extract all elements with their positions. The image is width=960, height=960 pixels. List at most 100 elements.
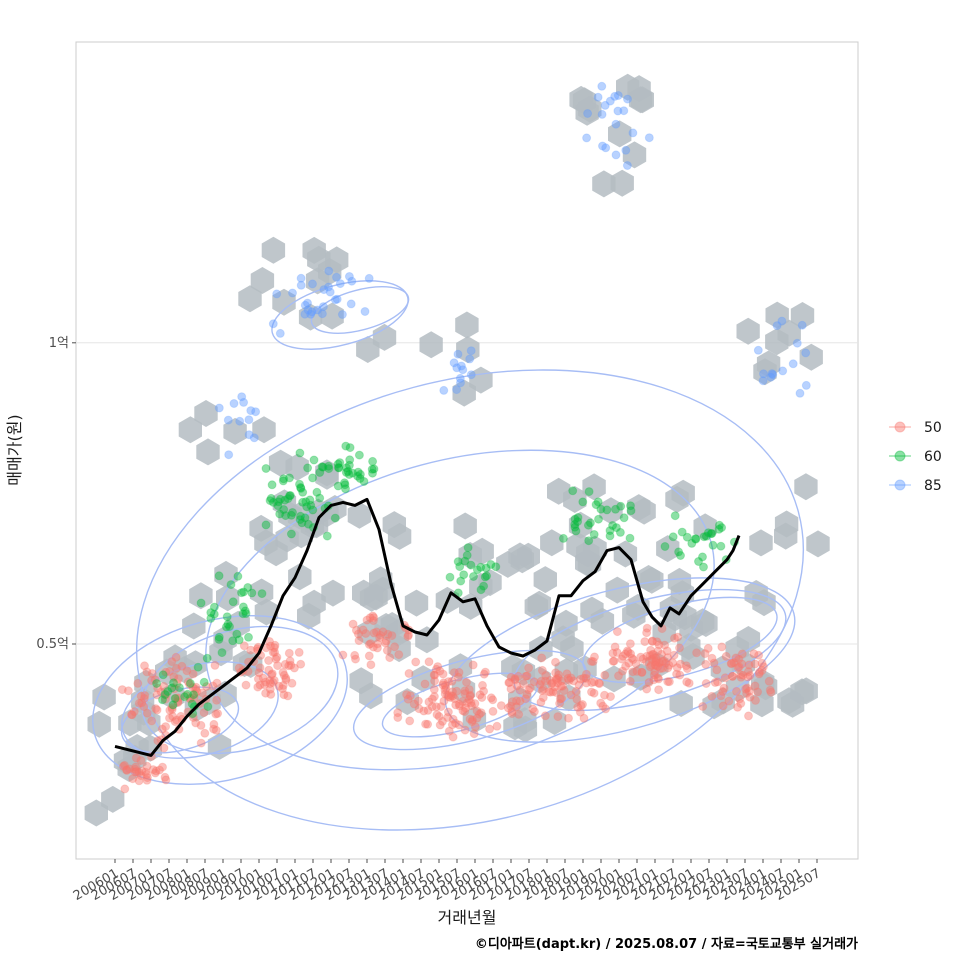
scatter-point — [525, 683, 535, 693]
scatter-point — [452, 686, 462, 696]
scatter-point — [778, 366, 788, 376]
scatter-point — [510, 675, 520, 685]
scatter-point — [515, 685, 525, 695]
scatter-point — [486, 693, 496, 703]
scatter-point — [452, 385, 462, 395]
scatter-point — [300, 300, 310, 310]
scatter-point — [161, 775, 171, 785]
scatter-point — [772, 321, 782, 331]
scatter-point — [228, 636, 238, 646]
hexbin-cell — [780, 690, 805, 718]
scatter-point — [278, 667, 288, 677]
scatter-point — [281, 511, 291, 521]
scatter-point — [174, 674, 183, 684]
scatter-point — [275, 494, 285, 504]
scatter-point — [303, 305, 313, 315]
scatter-point — [372, 643, 382, 653]
scatter-point — [736, 670, 746, 680]
scatter-point — [732, 686, 741, 696]
scatter-point — [701, 659, 711, 669]
scatter-point — [151, 704, 161, 714]
scatter-point — [479, 581, 489, 591]
scatter-point — [578, 700, 587, 709]
scatter-point — [430, 676, 440, 686]
scatter-point — [511, 702, 521, 712]
scatter-point — [318, 302, 328, 312]
scatter-point — [754, 650, 764, 660]
scatter-point — [788, 359, 798, 369]
scatter-point — [626, 506, 636, 516]
scatter-point — [563, 673, 573, 683]
scatter-point — [737, 649, 747, 659]
scatter-point — [288, 288, 297, 298]
scatter-point — [254, 668, 264, 678]
legend-label: 50 — [924, 420, 942, 436]
hexbin-cell — [451, 676, 476, 704]
scatter-point — [480, 572, 490, 582]
scatter-point — [353, 467, 363, 477]
hexbin-cell — [605, 576, 629, 604]
hexbin-cell — [774, 522, 798, 550]
scatter-point — [120, 760, 129, 770]
scatter-point — [558, 533, 568, 543]
scatter-point — [285, 473, 294, 483]
scatter-point — [247, 588, 257, 598]
scatter-point — [447, 676, 457, 686]
scatter-point — [423, 705, 433, 715]
scatter-point — [409, 699, 419, 709]
hexbin-cell — [542, 708, 567, 735]
scatter-point — [364, 640, 374, 649]
scatter-point — [130, 767, 140, 777]
scatter-point — [566, 690, 576, 700]
hexbin-cell — [216, 584, 240, 612]
scatter-point — [322, 531, 332, 541]
scatter-point — [295, 515, 305, 525]
scatter-point — [462, 677, 471, 687]
scatter-point — [733, 702, 743, 712]
scatter-point — [657, 657, 667, 666]
scatter-point — [382, 645, 392, 655]
scatter-point — [654, 658, 664, 668]
scatter-point — [551, 688, 561, 697]
scatter-point — [576, 674, 585, 684]
scatter-point — [555, 694, 565, 704]
scatter-point — [274, 681, 284, 691]
scatter-point — [307, 307, 317, 317]
scatter-point — [362, 615, 372, 625]
scatter-point — [496, 701, 506, 711]
scatter-point — [564, 713, 573, 723]
scatter-point — [217, 648, 227, 658]
scatter-point — [506, 701, 515, 711]
scatter-point — [373, 639, 382, 649]
scatter-point — [358, 625, 368, 635]
scatter-point — [308, 505, 318, 515]
scatter-point — [486, 560, 496, 569]
scatter-point — [448, 691, 458, 701]
hexbin-cell — [189, 582, 213, 610]
scatter-point — [324, 461, 333, 471]
density-contour — [352, 649, 588, 751]
scatter-point — [168, 711, 178, 721]
scatter-point — [284, 648, 294, 658]
scatter-point — [163, 687, 173, 696]
density-contour — [513, 588, 787, 712]
scatter-point — [551, 657, 560, 667]
caption: ©디아파트(dapt.kr) / 2025.08.07 / 자료=국토교통부 실… — [475, 936, 858, 952]
scatter-point — [662, 646, 672, 656]
hexbin-cell — [806, 530, 830, 558]
scatter-point — [581, 678, 591, 688]
hexbin-cell — [359, 584, 384, 612]
scatter-point — [465, 714, 475, 724]
scatter-point — [765, 685, 775, 695]
scatter-point — [651, 657, 661, 667]
scatter-point — [653, 662, 663, 671]
scatter-point — [545, 675, 555, 685]
scatter-point — [466, 560, 476, 570]
scatter-point — [429, 692, 439, 701]
scatter-point — [273, 661, 283, 671]
scatter-point — [171, 663, 181, 673]
scatter-point — [214, 632, 224, 642]
scatter-point — [431, 702, 441, 712]
hexbin-cell — [411, 665, 435, 693]
hexbin-cell — [155, 658, 179, 686]
